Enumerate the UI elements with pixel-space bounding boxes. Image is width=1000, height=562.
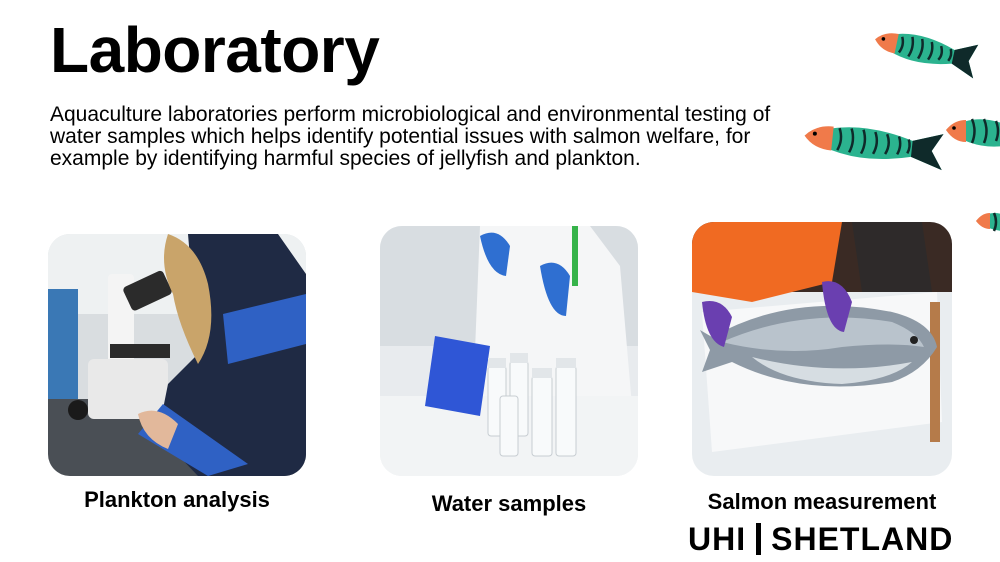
fish-icon — [976, 212, 1000, 232]
fish-icon — [875, 33, 979, 79]
water-samples-caption: Water samples — [431, 491, 587, 516]
salmon-measurement-caption: Salmon measurement — [707, 489, 937, 514]
water-samples-photo — [380, 226, 638, 476]
plankton-analysis-photo — [48, 234, 306, 476]
logo-shetland: SHETLAND — [771, 520, 954, 557]
logo-separator — [756, 523, 762, 555]
logo-uhi: UHI — [688, 520, 747, 557]
slide-description: Aquaculture laboratories perform microbi… — [50, 103, 771, 170]
plankton-analysis-caption: Plankton analysis — [84, 487, 270, 512]
salmon-measurement-photo — [692, 222, 952, 476]
fish-icon — [804, 126, 944, 171]
uhi-shetland-logo: UHI SHETLAND — [688, 520, 988, 558]
fish-icon — [946, 118, 1000, 147]
slide-title: Laboratory — [50, 14, 380, 86]
